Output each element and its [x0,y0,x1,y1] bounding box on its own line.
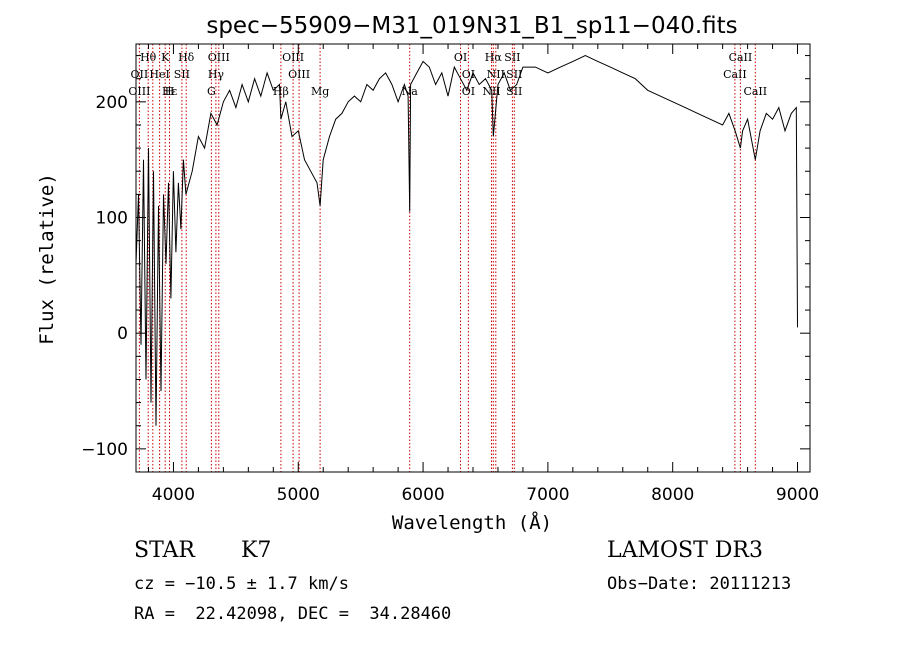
x-tick-label-1: 5000 [277,485,320,505]
y-tick-label-0: −100 [81,440,128,460]
line-label-20: H [165,85,175,98]
line-label-14: OI [462,68,475,81]
line-label-26: NII [482,85,500,98]
line-label-4: OIII [282,51,304,64]
line-label-18: OIII [128,85,150,98]
line-label-19: Hε [162,85,178,98]
y-tick-label-2: 100 [96,209,128,229]
line-label-7: SII [504,51,520,64]
line-label-28: CaII [743,85,767,98]
x-axis-ticks: 4000 5000 6000 7000 8000 9000 [147,44,819,505]
line-label-1: K [161,51,170,64]
x-tick-label-3: 7000 [526,485,569,505]
y-axis-ticks: −100 0 100 200 [81,55,810,460]
observation-date: Obs−Date: 20111213 [607,574,792,594]
x-tick-label-5: 9000 [776,485,819,505]
spectral-subclass: K7 [241,538,272,563]
y-tick-label-1: 0 [117,324,128,344]
line-label-2: Hδ [178,51,195,64]
line-label-27: SII [506,85,522,98]
plot-frame [135,43,811,473]
line-label-24: Na [402,85,419,98]
line-label-25: OI [462,85,475,98]
x-tick-label-0: 4000 [152,485,195,505]
x-tick-label-4: 8000 [651,485,694,505]
y-tick-label-3: 200 [96,93,128,113]
chart-title: spec−55909−M31_019N31_B1_sp11−040.fits [206,13,737,39]
line-label-5: OI [454,51,467,64]
line-label-15: NII [487,68,505,81]
line-label-3: OIII [208,51,230,64]
line-label-23: Mg [311,85,329,98]
line-label-12: Hγ [208,68,225,81]
line-label-11: SII [174,68,190,81]
line-label-13: OIII [288,68,310,81]
redshift-readout: cz = −10.5 ± 1.7 km/s [134,574,349,594]
flux-series-line [135,55,798,426]
survey-name: LAMOST DR3 [607,538,763,563]
spectral-line-markers [138,44,756,472]
line-label-9: OII [131,68,149,81]
line-label-6: Hα [485,51,503,64]
line-label-21: G [207,85,216,98]
line-label-17: CaII [723,68,747,81]
line-label-16: SII [506,68,522,81]
line-label-0: Hθ [140,51,157,64]
line-label-10: HeI [149,68,169,81]
x-tick-label-2: 6000 [401,485,444,505]
coordinates-readout: RA = 22.42098, DEC = 34.28460 [134,604,452,624]
object-type: STAR [134,538,195,563]
x-axis-label: Wavelength (Å) [392,511,552,534]
y-axis-label: Flux (relative) [36,173,58,345]
line-label-22: Hβ [273,85,289,98]
line-label-8: CaII [729,51,753,64]
